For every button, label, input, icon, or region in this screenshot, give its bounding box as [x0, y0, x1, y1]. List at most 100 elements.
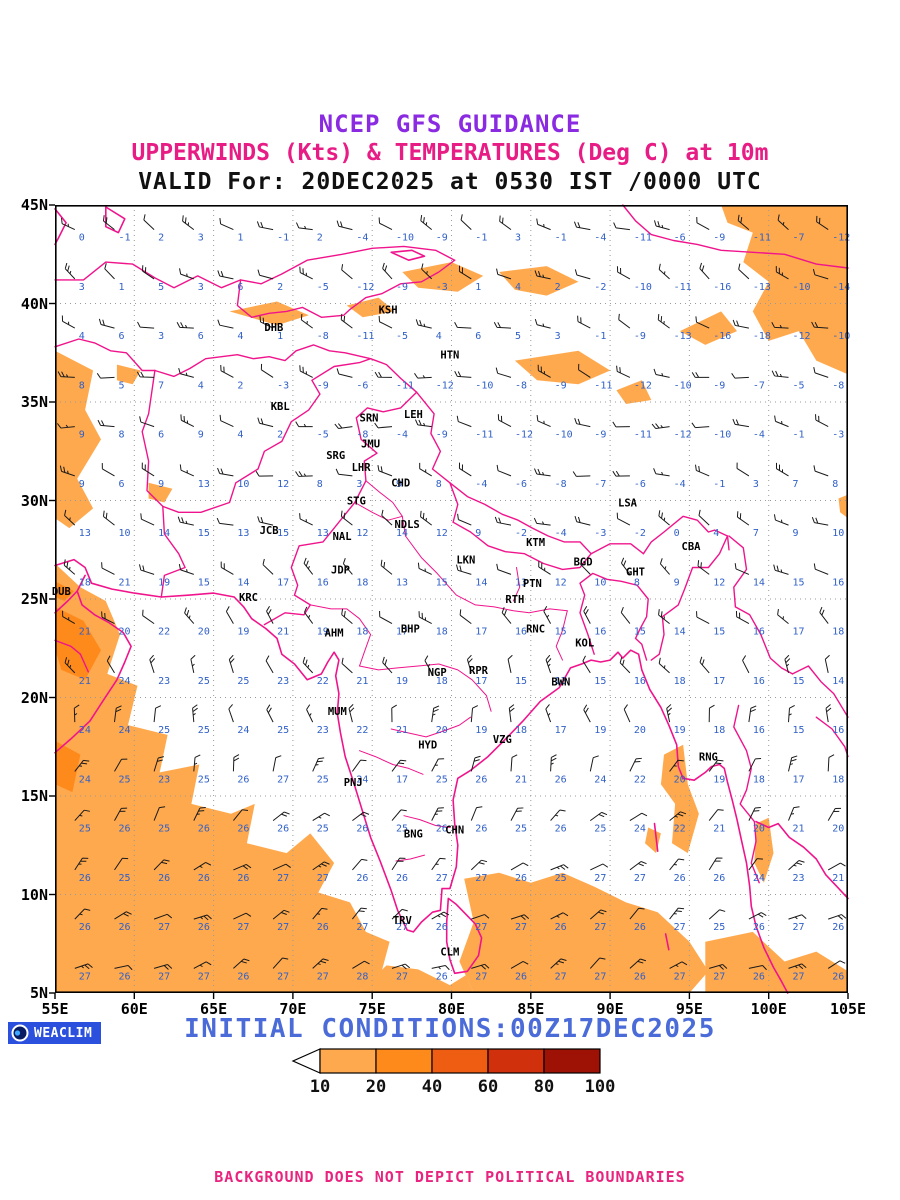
svg-text:1: 1 — [237, 233, 243, 244]
y-axis-label: 40N — [20, 294, 48, 313]
svg-text:8: 8 — [119, 430, 125, 441]
svg-text:17: 17 — [713, 676, 725, 687]
svg-text:-5: -5 — [317, 282, 329, 293]
svg-text:-8: -8 — [832, 380, 844, 391]
svg-text:14: 14 — [832, 676, 844, 687]
svg-text:18: 18 — [356, 627, 368, 638]
svg-text:9: 9 — [158, 479, 164, 490]
svg-text:BGD: BGD — [574, 557, 593, 569]
svg-text:STG: STG — [347, 495, 366, 507]
svg-text:25: 25 — [436, 774, 448, 785]
svg-text:8: 8 — [634, 577, 640, 588]
legend-colorbar — [291, 1048, 601, 1074]
svg-text:9: 9 — [198, 430, 204, 441]
svg-text:21: 21 — [396, 725, 408, 736]
svg-text:-1: -1 — [555, 233, 567, 244]
svg-text:-11: -11 — [594, 380, 612, 391]
svg-text:27: 27 — [277, 774, 289, 785]
svg-text:15: 15 — [515, 676, 527, 687]
svg-text:22: 22 — [158, 627, 170, 638]
svg-text:27: 27 — [277, 922, 289, 933]
svg-text:-11: -11 — [634, 233, 652, 244]
svg-text:26: 26 — [674, 873, 686, 884]
svg-text:KBL: KBL — [271, 401, 290, 413]
svg-text:6: 6 — [237, 282, 243, 293]
svg-text:-9: -9 — [713, 233, 725, 244]
svg-text:27: 27 — [594, 971, 606, 982]
svg-text:-5: -5 — [317, 430, 329, 441]
svg-text:15: 15 — [198, 528, 210, 539]
svg-text:-10: -10 — [674, 380, 692, 391]
svg-text:-12: -12 — [356, 282, 374, 293]
y-axis-label: 20N — [20, 688, 48, 707]
svg-text:26: 26 — [634, 971, 646, 982]
svg-text:25: 25 — [158, 824, 170, 835]
svg-text:15: 15 — [793, 577, 805, 588]
svg-text:-4: -4 — [396, 430, 408, 441]
svg-text:27: 27 — [158, 922, 170, 933]
svg-text:0: 0 — [79, 233, 85, 244]
svg-text:13: 13 — [317, 528, 329, 539]
disclaimer: BACKGROUND DOES NOT DEPICT POLITICAL BOU… — [214, 1168, 686, 1186]
svg-text:21: 21 — [713, 824, 725, 835]
svg-text:27: 27 — [594, 873, 606, 884]
svg-text:26: 26 — [158, 873, 170, 884]
svg-text:-9: -9 — [555, 380, 567, 391]
svg-text:4: 4 — [198, 380, 204, 391]
svg-text:21: 21 — [277, 627, 289, 638]
svg-text:9: 9 — [674, 577, 680, 588]
svg-text:9: 9 — [396, 479, 402, 490]
svg-text:12: 12 — [713, 577, 725, 588]
svg-text:2: 2 — [277, 430, 283, 441]
svg-text:27: 27 — [475, 873, 487, 884]
svg-text:25: 25 — [119, 873, 131, 884]
svg-text:26: 26 — [119, 824, 131, 835]
svg-text:19: 19 — [317, 627, 329, 638]
svg-text:-11: -11 — [753, 233, 771, 244]
grid-layer — [55, 205, 848, 993]
y-axis-label: 10N — [20, 885, 48, 904]
svg-text:25: 25 — [713, 922, 725, 933]
svg-text:-2: -2 — [594, 282, 606, 293]
svg-text:RTH: RTH — [505, 594, 524, 606]
svg-text:2: 2 — [317, 233, 323, 244]
svg-text:CLM: CLM — [440, 947, 459, 959]
svg-text:PTN: PTN — [523, 578, 542, 590]
x-axis-label: 55E — [41, 1000, 69, 1018]
legend: 10 20 40 60 80 100 — [0, 1048, 900, 1101]
svg-text:25: 25 — [515, 824, 527, 835]
svg-text:-9: -9 — [317, 380, 329, 391]
svg-text:RNC: RNC — [526, 624, 545, 636]
svg-text:4: 4 — [515, 282, 521, 293]
svg-text:26: 26 — [119, 971, 131, 982]
svg-text:18: 18 — [832, 774, 844, 785]
svg-text:KRC: KRC — [239, 592, 258, 604]
svg-text:-10: -10 — [713, 430, 731, 441]
svg-text:26: 26 — [753, 922, 765, 933]
svg-text:25: 25 — [198, 676, 210, 687]
svg-text:27: 27 — [436, 873, 448, 884]
svg-text:-4: -4 — [356, 233, 368, 244]
svg-text:18: 18 — [753, 774, 765, 785]
svg-text:-3: -3 — [832, 430, 844, 441]
svg-text:-2: -2 — [634, 528, 646, 539]
svg-text:0: 0 — [674, 528, 680, 539]
svg-text:-6: -6 — [356, 380, 368, 391]
svg-text:27: 27 — [317, 971, 329, 982]
svg-text:15: 15 — [793, 725, 805, 736]
svg-text:16: 16 — [515, 627, 527, 638]
y-axis-label: 15N — [20, 787, 48, 805]
svg-text:21: 21 — [832, 873, 844, 884]
svg-text:-6: -6 — [515, 479, 527, 490]
legend-label: 40 — [421, 1077, 443, 1097]
svg-text:-12: -12 — [832, 233, 850, 244]
svg-text:14: 14 — [475, 577, 487, 588]
svg-text:14: 14 — [237, 577, 249, 588]
svg-text:TRV: TRV — [393, 915, 413, 927]
svg-text:-10: -10 — [475, 380, 493, 391]
svg-text:26: 26 — [436, 922, 448, 933]
svg-text:BHP: BHP — [401, 624, 420, 636]
svg-text:CHD: CHD — [391, 478, 410, 490]
svg-text:-11: -11 — [475, 430, 493, 441]
svg-text:NAL: NAL — [333, 531, 352, 543]
